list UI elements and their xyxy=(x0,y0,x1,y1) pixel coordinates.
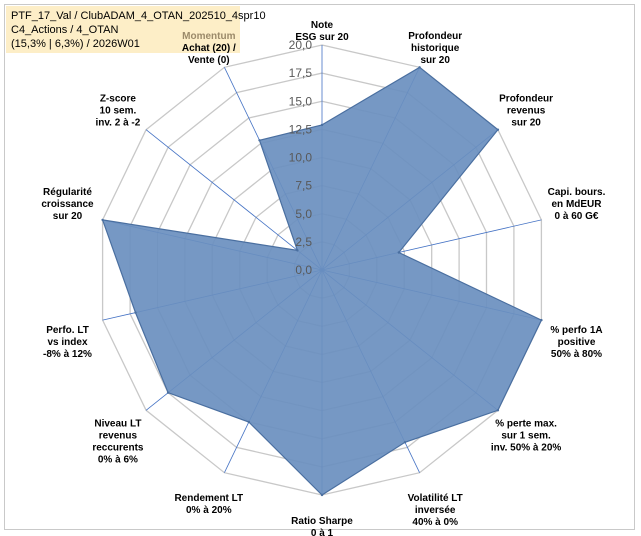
axis-label: Z-score 10 sem. inv. 2 à -2 xyxy=(95,94,140,129)
series-point xyxy=(166,391,170,394)
axis-label-line: en MdEUR xyxy=(552,199,603,210)
axis-label-line: 10 sem. xyxy=(100,106,137,117)
series-point xyxy=(403,441,407,444)
axis-label-line: ESG sur 20 xyxy=(295,32,349,43)
axis-label-line: 0 à 1 xyxy=(311,528,334,536)
portfolio-name: PTF_17_Val / ClubADAM_4_OTAN_202510_4spr… xyxy=(11,10,266,22)
series-point xyxy=(540,318,543,322)
radial-tick-labels: 0,0 2,5 5,0 7,5 10,0 12,5 15,0 17,5 20,0 xyxy=(289,38,313,277)
axis-label-line: sur 1 sem. xyxy=(501,430,551,441)
axis-label-line: 40% à 0% xyxy=(412,517,458,528)
axis-label-line: 0 à 60 G€ xyxy=(555,211,599,222)
axis-label: Rendement LT 0% à 20% xyxy=(174,493,243,516)
axis-label-line: revenus xyxy=(99,430,138,441)
tick-label: 15,0 xyxy=(289,94,313,108)
axis-label-line: inversée xyxy=(415,505,456,516)
axis-label: Momentum Achat (20) / Vente (0) xyxy=(182,31,236,66)
axis-label-line: Ratio Sharpe xyxy=(291,516,353,527)
axis-label: % perfo 1A positive 50% à 80% xyxy=(550,325,602,360)
axis-label-line: reccurents xyxy=(92,442,144,453)
radar-series xyxy=(101,66,543,497)
axis-label-line: Note xyxy=(311,20,334,31)
axis-labels: Note ESG sur 20 Profondeur historique sur 20… xyxy=(41,20,605,536)
axis-label-line: % perte max. xyxy=(495,418,557,429)
axis-label-line: Capi. bours. xyxy=(548,187,606,198)
axis-label: Perfo. LT vs index -8% à 12% xyxy=(43,325,92,360)
tick-label: 7,5 xyxy=(295,179,312,193)
axis-label-line: Profondeur xyxy=(499,94,553,105)
series-point xyxy=(320,493,324,497)
tick-label: 12,5 xyxy=(289,122,313,136)
axis-label: Note ESG sur 20 xyxy=(295,20,349,43)
axis-label-line: sur 20 xyxy=(511,118,541,129)
axis-label: Volatilité LT inversée 40% à 0% xyxy=(408,493,463,528)
axis-label-line: 0% à 6% xyxy=(98,454,138,465)
portfolio-stats: (15,3% | 6,3%) / 2026W01 xyxy=(11,38,140,50)
tick-label: 20,0 xyxy=(289,38,313,52)
series-point xyxy=(320,123,324,127)
series-point xyxy=(496,409,500,412)
portfolio-info-box: PTF_17_Val / ClubADAM_4_OTAN_202510_4spr… xyxy=(6,6,266,53)
axis-label-line: 0% à 20% xyxy=(186,505,232,516)
axis-label-line: inv. 50% à 20% xyxy=(491,442,562,453)
axis-label-line: Rendement LT xyxy=(174,493,243,504)
series-point xyxy=(418,66,421,69)
series-point xyxy=(101,218,104,222)
axis-label-line: inv. 2 à -2 xyxy=(95,118,140,129)
axis-label-line: 50% à 80% xyxy=(551,349,602,360)
tick-label: 0,0 xyxy=(295,263,312,277)
series-area xyxy=(101,66,543,496)
axis-label: Capi. bours. en MdEUR 0 à 60 G€ xyxy=(548,187,606,222)
tick-label: 17,5 xyxy=(289,66,313,80)
axis-label-line: Z-score xyxy=(100,94,137,105)
axis-label: % perte max. sur 1 sem. inv. 50% à 20% xyxy=(491,418,562,453)
axis-label-line: Volatilité LT xyxy=(408,493,463,504)
axis-label-line: Niveau LT xyxy=(94,418,141,429)
axis-label-line: Régularité xyxy=(43,187,92,198)
axis-label-line: Profondeur xyxy=(408,31,462,42)
series-point xyxy=(247,420,250,424)
axis-label-line: sur 20 xyxy=(53,211,83,222)
axis-label-line: historique xyxy=(411,43,460,54)
axis-label: Niveau LT revenus reccurents 0% à 6% xyxy=(92,418,144,465)
axis-label-line: Vente (0) xyxy=(188,55,230,66)
axis-label-line: croissance xyxy=(41,199,94,210)
axis-label-line: Achat (20) / xyxy=(182,43,236,54)
axis-label-line: -8% à 12% xyxy=(43,349,92,360)
axis-label-line: Momentum xyxy=(182,31,235,42)
series-point xyxy=(397,251,400,254)
axis-label-line: positive xyxy=(558,337,596,348)
axis-spoke xyxy=(145,129,323,271)
series-point xyxy=(258,139,261,142)
axis-label: Ratio Sharpe 0 à 1 xyxy=(291,516,353,536)
axis-label-line: Perfo. LT xyxy=(46,325,89,336)
axis-label: Profondeur revenus sur 20 xyxy=(499,94,553,129)
portfolio-category: C4_Actions / 4_OTAN xyxy=(11,24,119,36)
series-point xyxy=(496,128,500,131)
axis-label-line: sur 20 xyxy=(420,55,450,66)
tick-label: 10,0 xyxy=(289,151,313,165)
axis-label: Profondeur historique sur 20 xyxy=(408,31,462,66)
axis-label-line: vs index xyxy=(47,337,87,348)
tick-label: 2,5 xyxy=(295,235,312,249)
series-point xyxy=(296,249,299,252)
tick-label: 5,0 xyxy=(295,207,312,221)
axis-label: Régularité croissance sur 20 xyxy=(41,187,94,222)
axis-label-line: % perfo 1A xyxy=(550,325,602,336)
axis-label-line: revenus xyxy=(507,106,546,117)
series-point xyxy=(134,311,137,314)
